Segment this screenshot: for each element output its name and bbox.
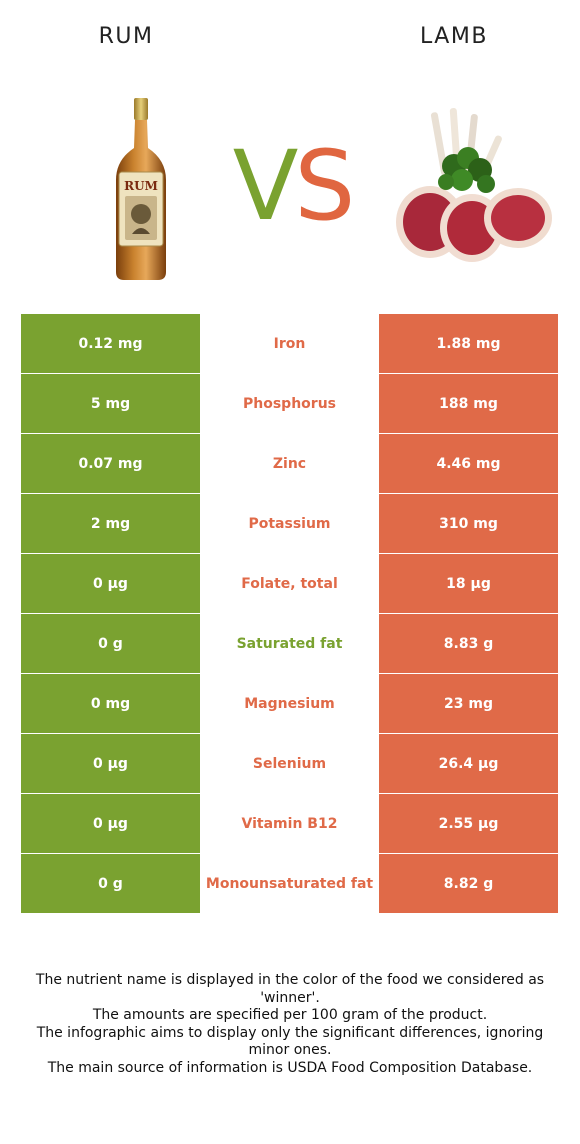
left-food-value: 0 µg: [21, 793, 200, 854]
nutrient-comparison-table: 0.12 mg Iron 1.88 mg 5 mg Phosphorus 188 mg 0.…: [21, 314, 558, 914]
left-food-value: 0 mg: [21, 673, 200, 734]
table-row: 0 g Monounsaturated fat 8.82 g: [21, 853, 558, 914]
left-food-value: 2 mg: [21, 493, 200, 554]
svg-text:RUM: RUM: [124, 179, 158, 193]
right-food-value: 8.83 g: [379, 613, 558, 674]
table-row: 0.07 mg Zinc 4.46 mg: [21, 433, 558, 494]
lamb-chops-image: [396, 108, 552, 262]
table-row: 2 mg Potassium 310 mg: [21, 493, 558, 554]
rum-bottle-image: RUM: [116, 98, 166, 280]
footer-note-significance: The infographic aims to display only the…: [36, 1024, 544, 1059]
nutrient-name: Magnesium: [200, 673, 379, 734]
left-food-value: 0 µg: [21, 553, 200, 614]
table-row: 0.12 mg Iron 1.88 mg: [21, 314, 558, 374]
nutrient-name: Folate, total: [200, 553, 379, 614]
nutrient-name: Vitamin B12: [200, 793, 379, 854]
left-food-title: RUM: [98, 24, 154, 49]
left-food-value: 0.07 mg: [21, 433, 200, 494]
footer-note-amounts: The amounts are specified per 100 gram o…: [92, 1007, 488, 1023]
table-row: 0 g Saturated fat 8.83 g: [21, 613, 558, 674]
nutrient-name: Selenium: [200, 733, 379, 794]
left-food-value: 0 µg: [21, 733, 200, 794]
right-food-value: 23 mg: [379, 673, 558, 734]
nutrient-name: Iron: [200, 314, 379, 374]
left-food-value: 0.12 mg: [21, 314, 200, 374]
vs-s-letter: S: [294, 130, 355, 242]
table-row: 0 mg Magnesium 23 mg: [21, 673, 558, 734]
nutrient-name: Monounsaturated fat: [200, 853, 379, 914]
footer-note-winner: The nutrient name is displayed in the co…: [35, 972, 545, 1006]
nutrient-name: Phosphorus: [200, 373, 379, 434]
right-food-value: 1.88 mg: [379, 314, 558, 374]
table-row: 0 µg Selenium 26.4 µg: [21, 733, 558, 794]
left-food-value: 0 g: [21, 853, 200, 914]
table-row: 5 mg Phosphorus 188 mg: [21, 373, 558, 434]
table-row: 0 µg Folate, total 18 µg: [21, 553, 558, 614]
vs-label: VS: [222, 136, 362, 236]
right-food-value: 8.82 g: [379, 853, 558, 914]
nutrient-name: Zinc: [200, 433, 379, 494]
right-food-title: LAMB: [420, 24, 488, 49]
nutrient-name: Potassium: [200, 493, 379, 554]
right-food-value: 188 mg: [379, 373, 558, 434]
right-food-value: 26.4 µg: [379, 733, 558, 794]
right-food-value: 310 mg: [379, 493, 558, 554]
table-row: 0 µg Vitamin B12 2.55 µg: [21, 793, 558, 854]
nutrient-name: Saturated fat: [200, 613, 379, 674]
footer-note-source: The main source of information is USDA F…: [47, 1059, 533, 1076]
right-food-value: 2.55 µg: [379, 793, 558, 854]
right-food-value: 18 µg: [379, 553, 558, 614]
right-food-value: 4.46 mg: [379, 433, 558, 494]
left-food-value: 0 g: [21, 613, 200, 674]
left-food-value: 5 mg: [21, 373, 200, 434]
vs-v-letter: V: [232, 130, 299, 242]
footer-notes: The nutrient name is displayed in the co…: [18, 972, 562, 1077]
